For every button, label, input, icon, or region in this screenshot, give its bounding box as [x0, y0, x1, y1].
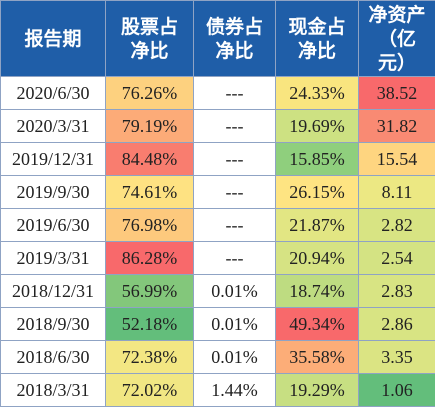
period-cell: 2019/3/31	[1, 242, 106, 275]
header-bond-line1: 债券占	[194, 15, 275, 39]
bond-ratio-cell: 0.01%	[194, 275, 276, 308]
cash-ratio-cell: 20.94%	[276, 242, 359, 275]
stock-ratio-cell: 86.28%	[106, 242, 194, 275]
stock-ratio-cell: 56.99%	[106, 275, 194, 308]
header-period: 报告期	[1, 1, 106, 77]
stock-ratio-cell: 52.18%	[106, 308, 194, 341]
period-cell: 2020/3/31	[1, 110, 106, 143]
bond-ratio-cell: 0.01%	[194, 341, 276, 374]
header-stock-line1: 股票占	[106, 15, 193, 39]
cash-ratio-cell: 49.34%	[276, 308, 359, 341]
header-stock-ratio: 股票占 净比	[106, 1, 194, 77]
period-cell: 2020/6/30	[1, 77, 106, 110]
period-cell: 2019/9/30	[1, 176, 106, 209]
net-assets-cell: 1.06	[359, 374, 435, 407]
cash-ratio-cell: 19.69%	[276, 110, 359, 143]
stock-ratio-cell: 72.38%	[106, 341, 194, 374]
cash-ratio-cell: 35.58%	[276, 341, 359, 374]
net-assets-cell: 2.82	[359, 209, 435, 242]
header-nav-line1: 净资产	[359, 3, 435, 27]
bond-ratio-cell: ---	[194, 176, 276, 209]
cash-ratio-cell: 18.74%	[276, 275, 359, 308]
net-assets-cell: 2.54	[359, 242, 435, 275]
header-period-label: 报告期	[1, 27, 105, 51]
net-assets-cell: 38.52	[359, 77, 435, 110]
stock-ratio-cell: 84.48%	[106, 143, 194, 176]
header-cash-line2: 净比	[276, 39, 358, 63]
net-assets-cell: 3.35	[359, 341, 435, 374]
header-cash-ratio: 现金占 净比	[276, 1, 359, 77]
stock-ratio-cell: 76.26%	[106, 77, 194, 110]
net-assets-cell: 15.54	[359, 143, 435, 176]
net-assets-cell: 8.11	[359, 176, 435, 209]
cash-ratio-cell: 15.85%	[276, 143, 359, 176]
period-cell: 2018/6/30	[1, 341, 106, 374]
header-row: 报告期 股票占 净比 债券占 净比 现金占 净比 净资产 （亿 元）	[1, 1, 435, 77]
cash-ratio-cell: 19.29%	[276, 374, 359, 407]
header-nav-line3: 元）	[359, 51, 435, 75]
cash-ratio-cell: 24.33%	[276, 77, 359, 110]
header-bond-line2: 净比	[194, 39, 275, 63]
bond-ratio-cell: ---	[194, 209, 276, 242]
net-assets-cell: 2.86	[359, 308, 435, 341]
period-cell: 2019/12/31	[1, 143, 106, 176]
period-cell: 2019/6/30	[1, 209, 106, 242]
header-nav-line2: （亿	[359, 27, 435, 51]
net-assets-cell: 2.83	[359, 275, 435, 308]
bond-ratio-cell: 0.01%	[194, 308, 276, 341]
bond-ratio-cell: ---	[194, 77, 276, 110]
stock-ratio-cell: 79.19%	[106, 110, 194, 143]
header-bond-ratio: 债券占 净比	[194, 1, 276, 77]
header-stock-line2: 净比	[106, 39, 193, 63]
period-cell: 2018/9/30	[1, 308, 106, 341]
net-assets-cell: 31.82	[359, 110, 435, 143]
table-header: 报告期 股票占 净比 债券占 净比 现金占 净比 净资产 （亿 元）	[1, 1, 435, 77]
header-cash-line1: 现金占	[276, 15, 358, 39]
cash-ratio-cell: 26.15%	[276, 176, 359, 209]
cash-ratio-cell: 21.87%	[276, 209, 359, 242]
bond-ratio-cell: 1.44%	[194, 374, 276, 407]
bond-ratio-cell: ---	[194, 110, 276, 143]
bond-ratio-cell: ---	[194, 143, 276, 176]
stock-ratio-cell: 76.98%	[106, 209, 194, 242]
period-cell: 2018/3/31	[1, 374, 106, 407]
period-cell: 2018/12/31	[1, 275, 106, 308]
header-net-assets: 净资产 （亿 元）	[359, 1, 435, 77]
stock-ratio-cell: 74.61%	[106, 176, 194, 209]
bond-ratio-cell: ---	[194, 242, 276, 275]
stock-ratio-cell: 72.02%	[106, 374, 194, 407]
